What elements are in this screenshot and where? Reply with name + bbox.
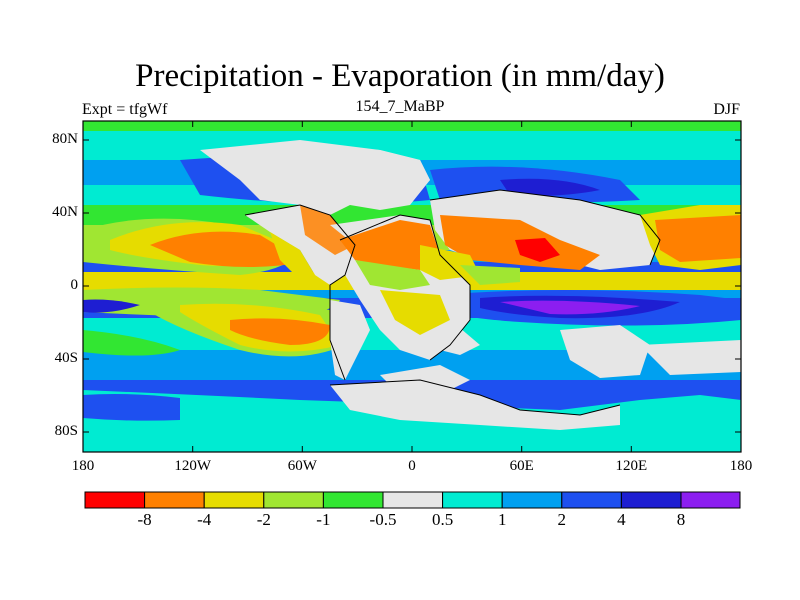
colorbar-label: 4 xyxy=(617,510,626,529)
map-field xyxy=(83,121,741,452)
colorbar-label: -4 xyxy=(197,510,212,529)
season-label: DJF xyxy=(713,101,740,118)
colorbar-swatch xyxy=(144,491,205,509)
colorbar-label: -0.5 xyxy=(369,510,397,529)
colorbar-swatch xyxy=(382,491,444,509)
colorbar-swatch xyxy=(322,491,384,509)
colorbar-label: 1 xyxy=(497,510,507,529)
x-tick-label: 60E xyxy=(509,458,534,474)
colorbar-swatch xyxy=(84,491,146,509)
y-tick-label: 80N xyxy=(52,131,78,147)
y-tick-label: 80S xyxy=(54,423,78,439)
y-tick-label: 0 xyxy=(70,277,79,293)
colorbar-swatch xyxy=(561,491,622,509)
colorbar-swatch xyxy=(501,491,563,509)
colorbar xyxy=(84,491,741,509)
x-tick-label: 180 xyxy=(729,458,753,474)
colorbar-label: -1 xyxy=(316,510,331,529)
map-title: Precipitation - Evaporation (in mm/day) xyxy=(135,58,665,94)
y-tick-label: 40S xyxy=(54,350,78,366)
period-label: 154_7_MaBP xyxy=(355,98,445,115)
y-tick-label: 40N xyxy=(52,204,78,220)
x-tick-label: 180 xyxy=(71,458,95,474)
colorbar-swatch xyxy=(680,491,741,509)
colorbar-swatch xyxy=(203,491,265,509)
colorbar-label: 0.5 xyxy=(431,510,454,529)
colorbar-swatch xyxy=(620,491,682,509)
colorbar-swatch xyxy=(263,491,324,509)
colorbar-swatch xyxy=(442,491,503,509)
x-ticks xyxy=(82,121,742,452)
colorbar-label: 2 xyxy=(557,510,567,529)
x-tick-label: 60W xyxy=(287,458,317,474)
colorbar-label: -8 xyxy=(137,510,152,529)
y-ticks xyxy=(83,139,741,433)
x-tick-label: 0 xyxy=(408,458,416,474)
experiment-label: Expt = tfgWf xyxy=(82,101,168,118)
colorbar-label: -2 xyxy=(256,510,271,529)
x-tick-label: 120E xyxy=(615,458,648,474)
colorbar-label: 8 xyxy=(676,510,686,529)
x-tick-label: 120W xyxy=(174,458,212,474)
